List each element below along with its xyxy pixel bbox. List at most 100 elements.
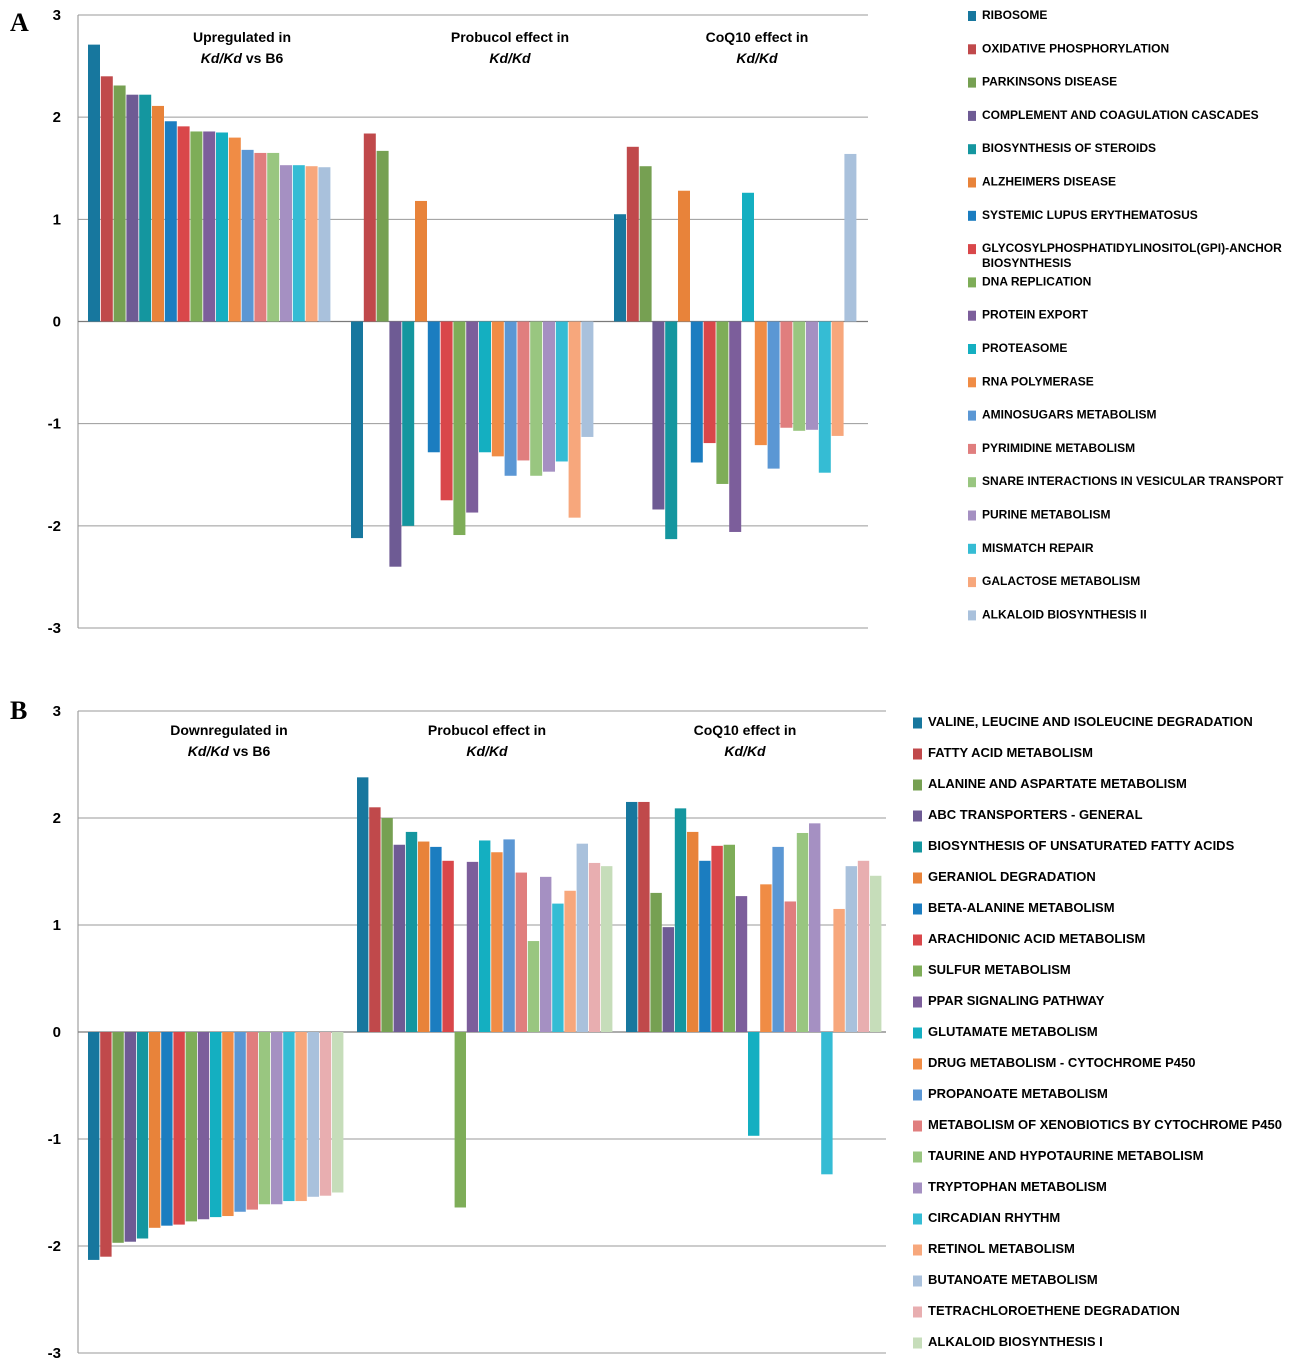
bar <box>405 831 418 1032</box>
bar <box>568 321 581 518</box>
bar <box>626 801 638 1032</box>
bar <box>527 941 540 1032</box>
bar <box>234 1032 246 1212</box>
bar <box>638 801 650 1032</box>
y-tick-label: -3 <box>48 620 61 637</box>
legend-label: ARACHIDONIC ACID METABOLISM <box>928 931 1145 946</box>
legend-label: RIBOSOME <box>982 8 1047 22</box>
bar <box>831 321 844 436</box>
bar <box>780 321 793 428</box>
legend-label: PYRIMIDINE METABOLISM <box>982 441 1135 455</box>
legend-swatch <box>913 1120 922 1132</box>
group-label-line2: Kd/Kd vs B6 <box>201 50 284 66</box>
bar <box>818 321 831 473</box>
bar <box>453 321 466 536</box>
legend-swatch <box>968 377 976 388</box>
legend-label: ALANINE AND ASPARTATE METABOLISM <box>928 776 1187 791</box>
bar <box>870 875 882 1032</box>
bar <box>149 1032 161 1228</box>
bar <box>381 818 393 1032</box>
bar <box>588 862 601 1032</box>
bar <box>177 126 190 322</box>
bar <box>742 192 754 322</box>
bar <box>690 321 703 463</box>
legend-label: ALZHEIMERS DISEASE <box>982 175 1116 189</box>
bar <box>626 146 639 322</box>
y-tick-label: 3 <box>53 703 61 720</box>
legend-label: ABC TRANSPORTERS - GENERAL <box>928 807 1143 822</box>
bar <box>806 321 818 430</box>
bar <box>581 321 594 437</box>
legend-label: GERANIOL DEGRADATION <box>928 869 1096 884</box>
legend-label: VALINE, LEUCINE AND ISOLEUCINE DEGRADATI… <box>928 714 1253 729</box>
y-tick-label: -2 <box>48 518 61 535</box>
legend-swatch <box>968 244 976 255</box>
bar <box>809 823 821 1032</box>
legend-label: METABOLISM OF XENOBIOTICS BY CYTOCHROME … <box>928 1117 1282 1132</box>
legend-label: PPAR SIGNALING PATHWAY <box>928 993 1105 1008</box>
bar <box>88 44 100 322</box>
bar <box>793 321 806 431</box>
bar <box>784 901 796 1032</box>
legend-label: GLUTAMATE METABOLISM <box>928 1024 1098 1039</box>
bar <box>772 846 784 1032</box>
legend-label: SNARE INTERACTIONS IN VESICULAR TRANSPOR… <box>982 474 1284 488</box>
bar <box>729 321 742 532</box>
group-label-line1: CoQ10 effect in <box>694 722 797 738</box>
legend-label: MISMATCH REPAIR <box>982 541 1094 555</box>
y-tick-label: -3 <box>48 1345 61 1359</box>
bar <box>515 872 527 1032</box>
legend-swatch <box>913 1058 922 1070</box>
bar <box>678 190 690 322</box>
bar <box>601 866 613 1032</box>
bar <box>576 843 588 1032</box>
group-label-line2: Kd/Kd <box>489 50 531 66</box>
legend-swatch <box>913 903 922 915</box>
legend-label: AMINOSUGARS METABOLISM <box>982 408 1156 422</box>
bar <box>652 321 665 510</box>
legend-label: CIRCADIAN RHYTHM <box>928 1210 1060 1225</box>
legend-swatch <box>968 144 976 155</box>
legend-swatch <box>968 177 976 188</box>
bar <box>703 321 716 444</box>
legend-label: TETRACHLOROETHENE DEGRADATION <box>928 1303 1180 1318</box>
bar <box>139 94 152 322</box>
legend-swatch <box>968 11 976 21</box>
bar <box>543 321 555 472</box>
bar <box>124 1032 136 1242</box>
bar <box>305 166 318 322</box>
y-tick-label: 2 <box>53 109 61 126</box>
bar <box>267 152 280 322</box>
legend-swatch <box>913 1182 922 1194</box>
bar <box>402 321 415 526</box>
legend-label: DRUG METABOLISM - CYTOCHROME P450 <box>928 1055 1195 1070</box>
legend-swatch <box>968 277 976 288</box>
legend-swatch <box>913 1213 922 1225</box>
y-tick-label: -1 <box>48 416 61 433</box>
bar <box>530 321 543 476</box>
legend-swatch <box>968 344 976 354</box>
bar <box>241 149 254 322</box>
bar <box>564 890 576 1032</box>
bar <box>540 876 552 1032</box>
legend-swatch <box>968 44 976 55</box>
bar <box>319 1032 332 1196</box>
bar <box>650 892 662 1032</box>
bar <box>491 852 503 1032</box>
bar <box>614 214 626 322</box>
legend-label: BUTANOATE METABOLISM <box>928 1272 1098 1287</box>
legend-swatch <box>968 110 976 121</box>
y-tick-label: 1 <box>53 211 61 228</box>
bar <box>555 321 568 462</box>
legend-label: SYSTEMIC LUPUS ERYTHEMATOSUS <box>982 208 1198 222</box>
bar <box>466 321 479 513</box>
y-tick-label: 2 <box>53 810 61 827</box>
bar <box>203 131 216 322</box>
bar <box>271 1032 283 1205</box>
y-tick-label: -2 <box>48 1238 61 1255</box>
bar <box>393 844 405 1032</box>
bar <box>210 1032 222 1218</box>
legend-swatch <box>913 841 922 853</box>
bar <box>479 321 491 453</box>
legend-label: DNA REPLICATION <box>982 274 1091 288</box>
